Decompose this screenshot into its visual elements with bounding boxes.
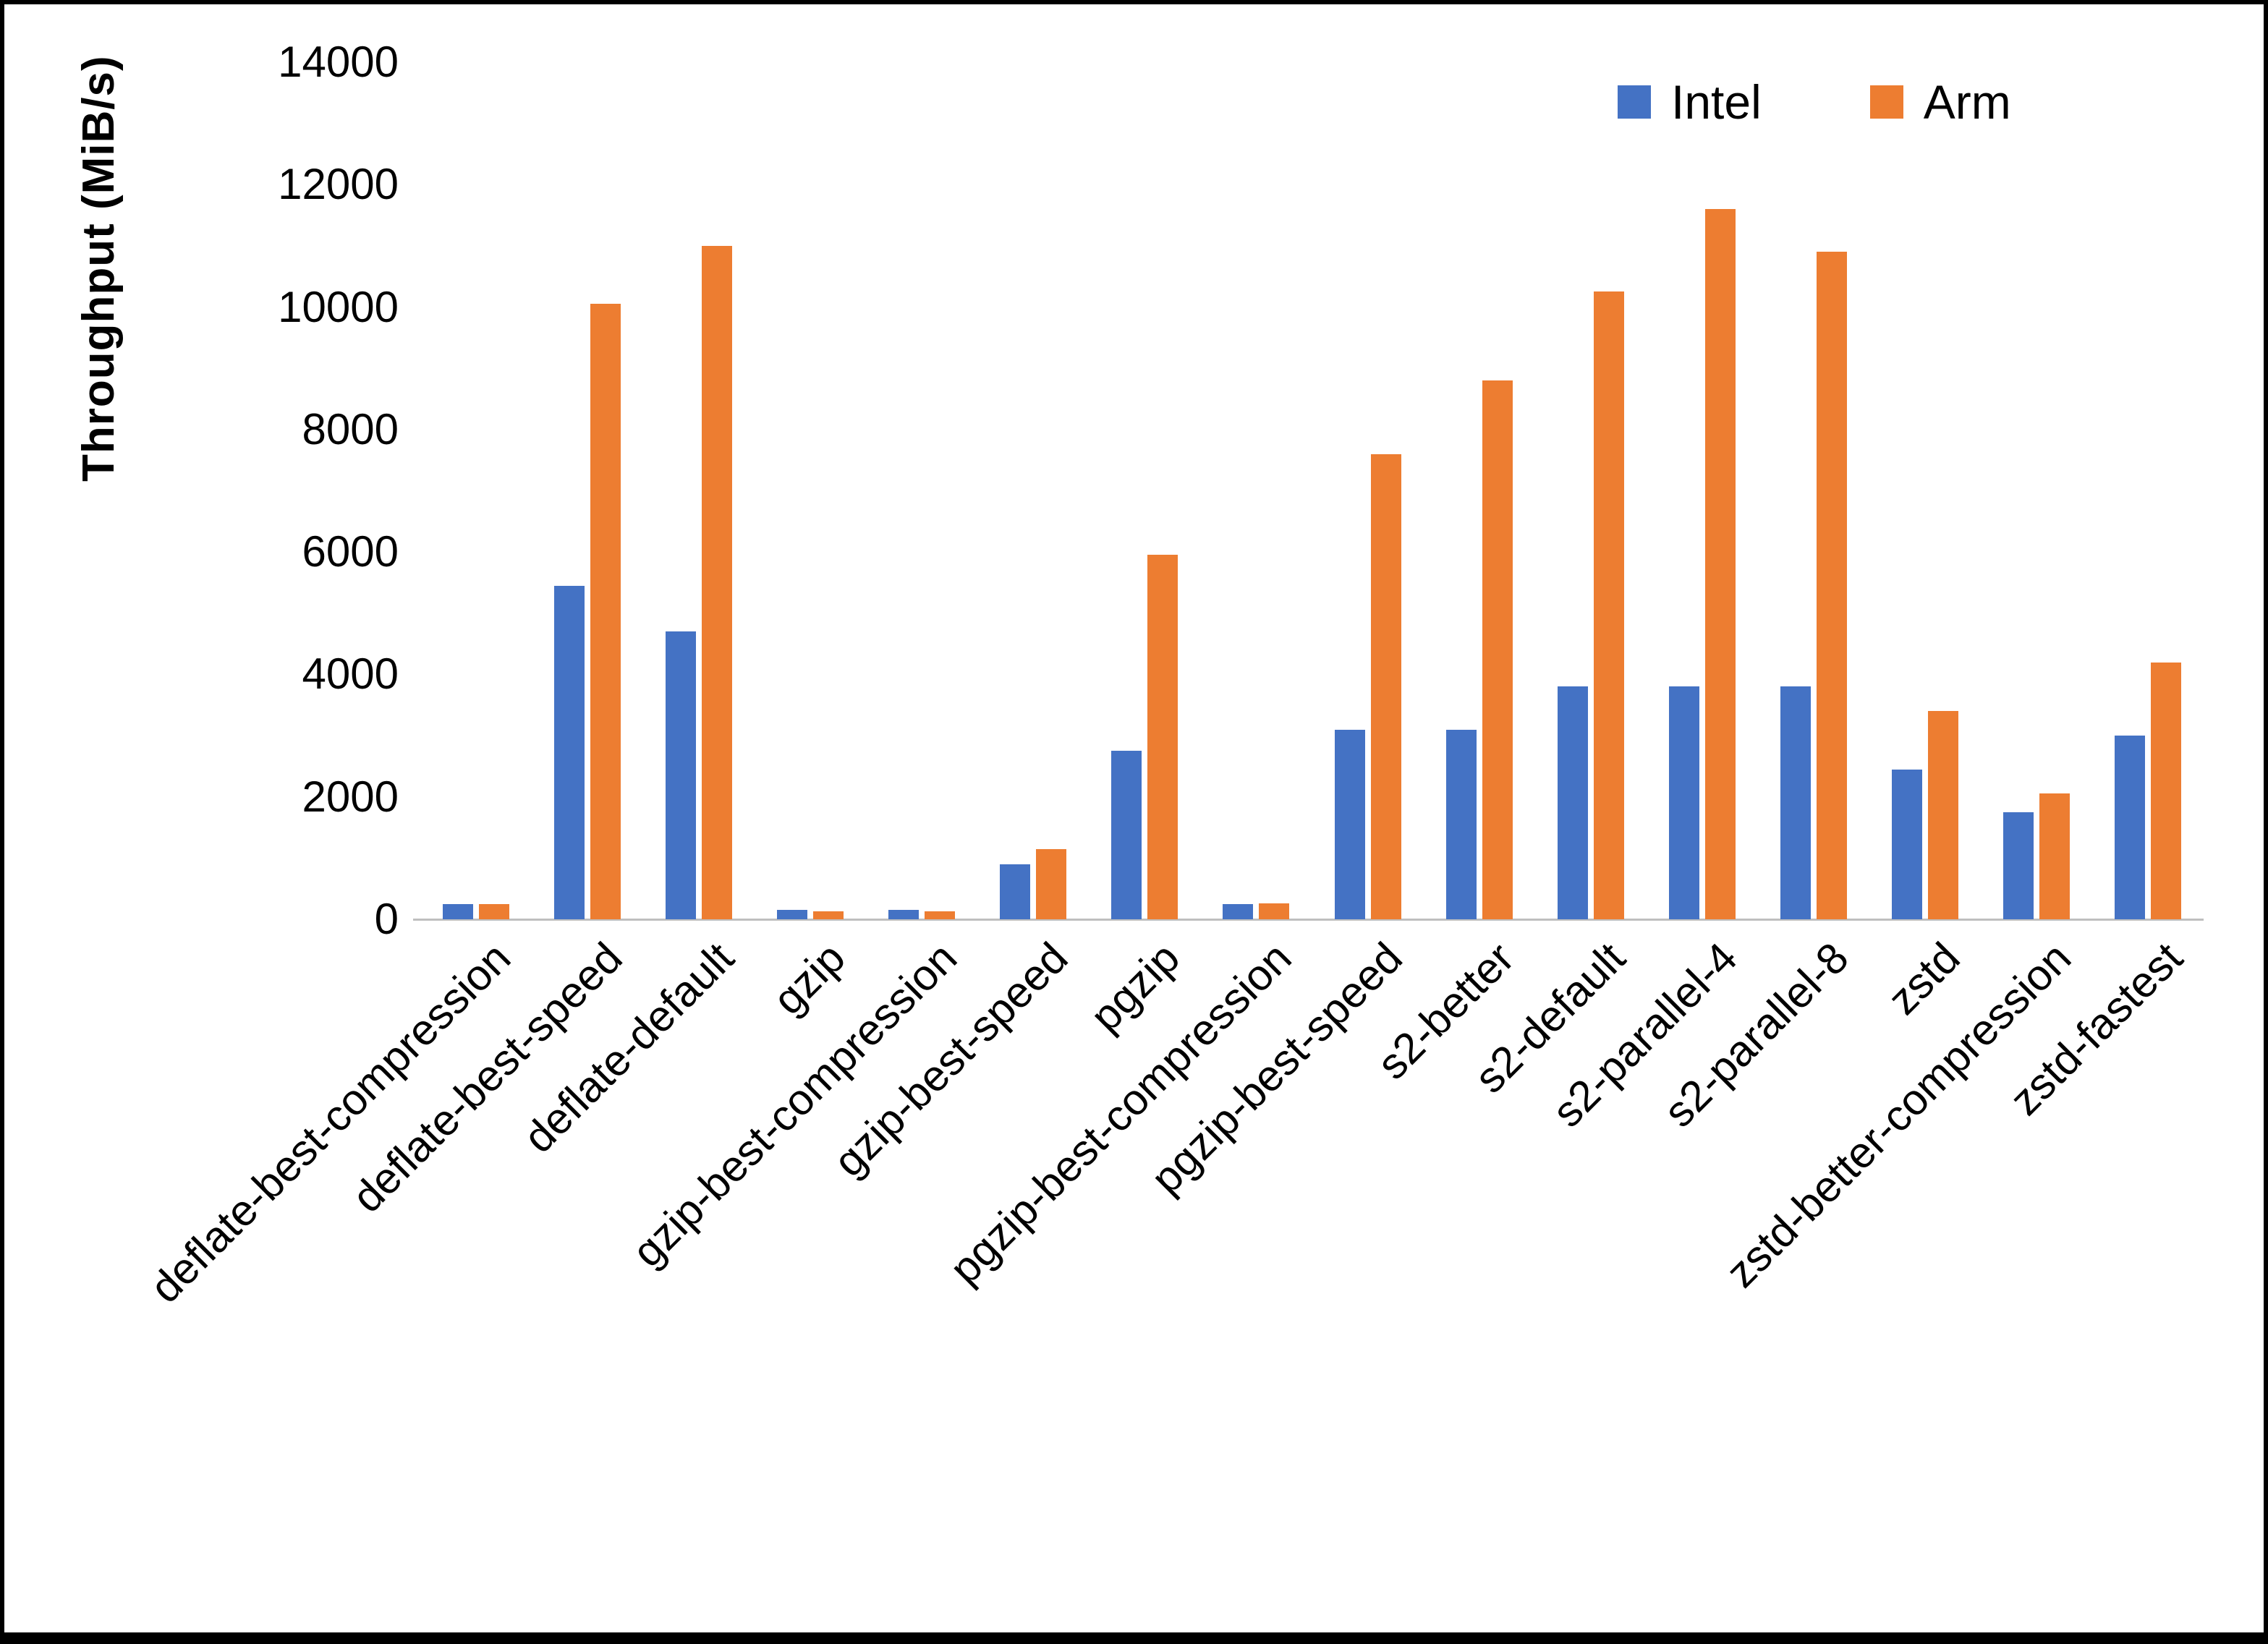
bar-intel[interactable]: [777, 910, 808, 919]
x-axis-label: pgzip: [1081, 933, 1189, 1042]
bar-arm[interactable]: [1036, 848, 1067, 919]
bar-intel[interactable]: [1891, 769, 1922, 919]
y-axis-tick-labels: 0 2000 4000 6000 8000 10000 12000 14000: [207, 4, 399, 1017]
y-tick-label: 4000: [302, 649, 399, 699]
bar-arm[interactable]: [479, 903, 510, 919]
legend-label-intel: Intel: [1671, 75, 1762, 129]
legend: Intel Arm: [1618, 77, 2011, 127]
bar-intel[interactable]: [1223, 903, 1254, 919]
y-tick-label: 10000: [278, 282, 399, 331]
legend-swatch-intel: [1618, 85, 1651, 119]
bar-arm[interactable]: [1370, 453, 1401, 919]
bar-arm[interactable]: [1704, 209, 1736, 919]
bar-intel[interactable]: [1557, 686, 1588, 919]
legend-swatch-arm: [1869, 85, 1903, 119]
y-tick-label: 8000: [302, 404, 399, 453]
bar-intel[interactable]: [1000, 864, 1031, 919]
bar-arm[interactable]: [590, 304, 621, 919]
legend-label-arm: Arm: [1923, 75, 2011, 129]
bar-arm[interactable]: [702, 245, 733, 919]
bar-arm[interactable]: [2150, 662, 2181, 919]
plot-area: [413, 62, 2204, 921]
bar-intel[interactable]: [443, 903, 474, 919]
bar-arm[interactable]: [1482, 380, 1513, 919]
legend-item-arm[interactable]: Arm: [1869, 75, 2011, 129]
bar-arm[interactable]: [1259, 903, 1290, 919]
bar-intel[interactable]: [1334, 729, 1365, 919]
bar-arm[interactable]: [1147, 555, 1178, 919]
bar-intel[interactable]: [2114, 736, 2145, 919]
bar-arm[interactable]: [1593, 291, 1624, 919]
x-axis-label: zstd: [1878, 933, 1969, 1024]
bar-intel[interactable]: [666, 631, 697, 919]
bar-intel[interactable]: [554, 585, 585, 919]
bar-intel[interactable]: [2002, 812, 2034, 919]
bar-intel[interactable]: [888, 910, 919, 919]
bar-arm[interactable]: [1927, 711, 1958, 919]
bar-intel[interactable]: [1668, 686, 1699, 919]
x-axis-label: gzip: [763, 933, 854, 1024]
y-tick-label: 2000: [302, 772, 399, 821]
x-axis-labels: deflate-best-compression deflate-best-spe…: [141, 933, 2204, 1628]
bar-intel[interactable]: [1111, 751, 1142, 919]
y-tick-label: 0: [374, 895, 399, 943]
legend-item-intel[interactable]: Intel: [1618, 77, 1762, 127]
x-axis-line: [413, 919, 2204, 921]
y-axis-title: Throughput (MiB/s): [74, 55, 124, 482]
y-tick-label: 12000: [278, 160, 399, 209]
bar-intel[interactable]: [1445, 729, 1477, 919]
bar-intel[interactable]: [1780, 686, 1811, 919]
y-tick-label: 14000: [278, 38, 399, 86]
bar-arm[interactable]: [925, 911, 956, 919]
bar-arm[interactable]: [1816, 252, 1847, 919]
y-tick-label: 6000: [302, 527, 399, 576]
bar-arm[interactable]: [813, 911, 844, 919]
bar-arm[interactable]: [2039, 793, 2070, 919]
